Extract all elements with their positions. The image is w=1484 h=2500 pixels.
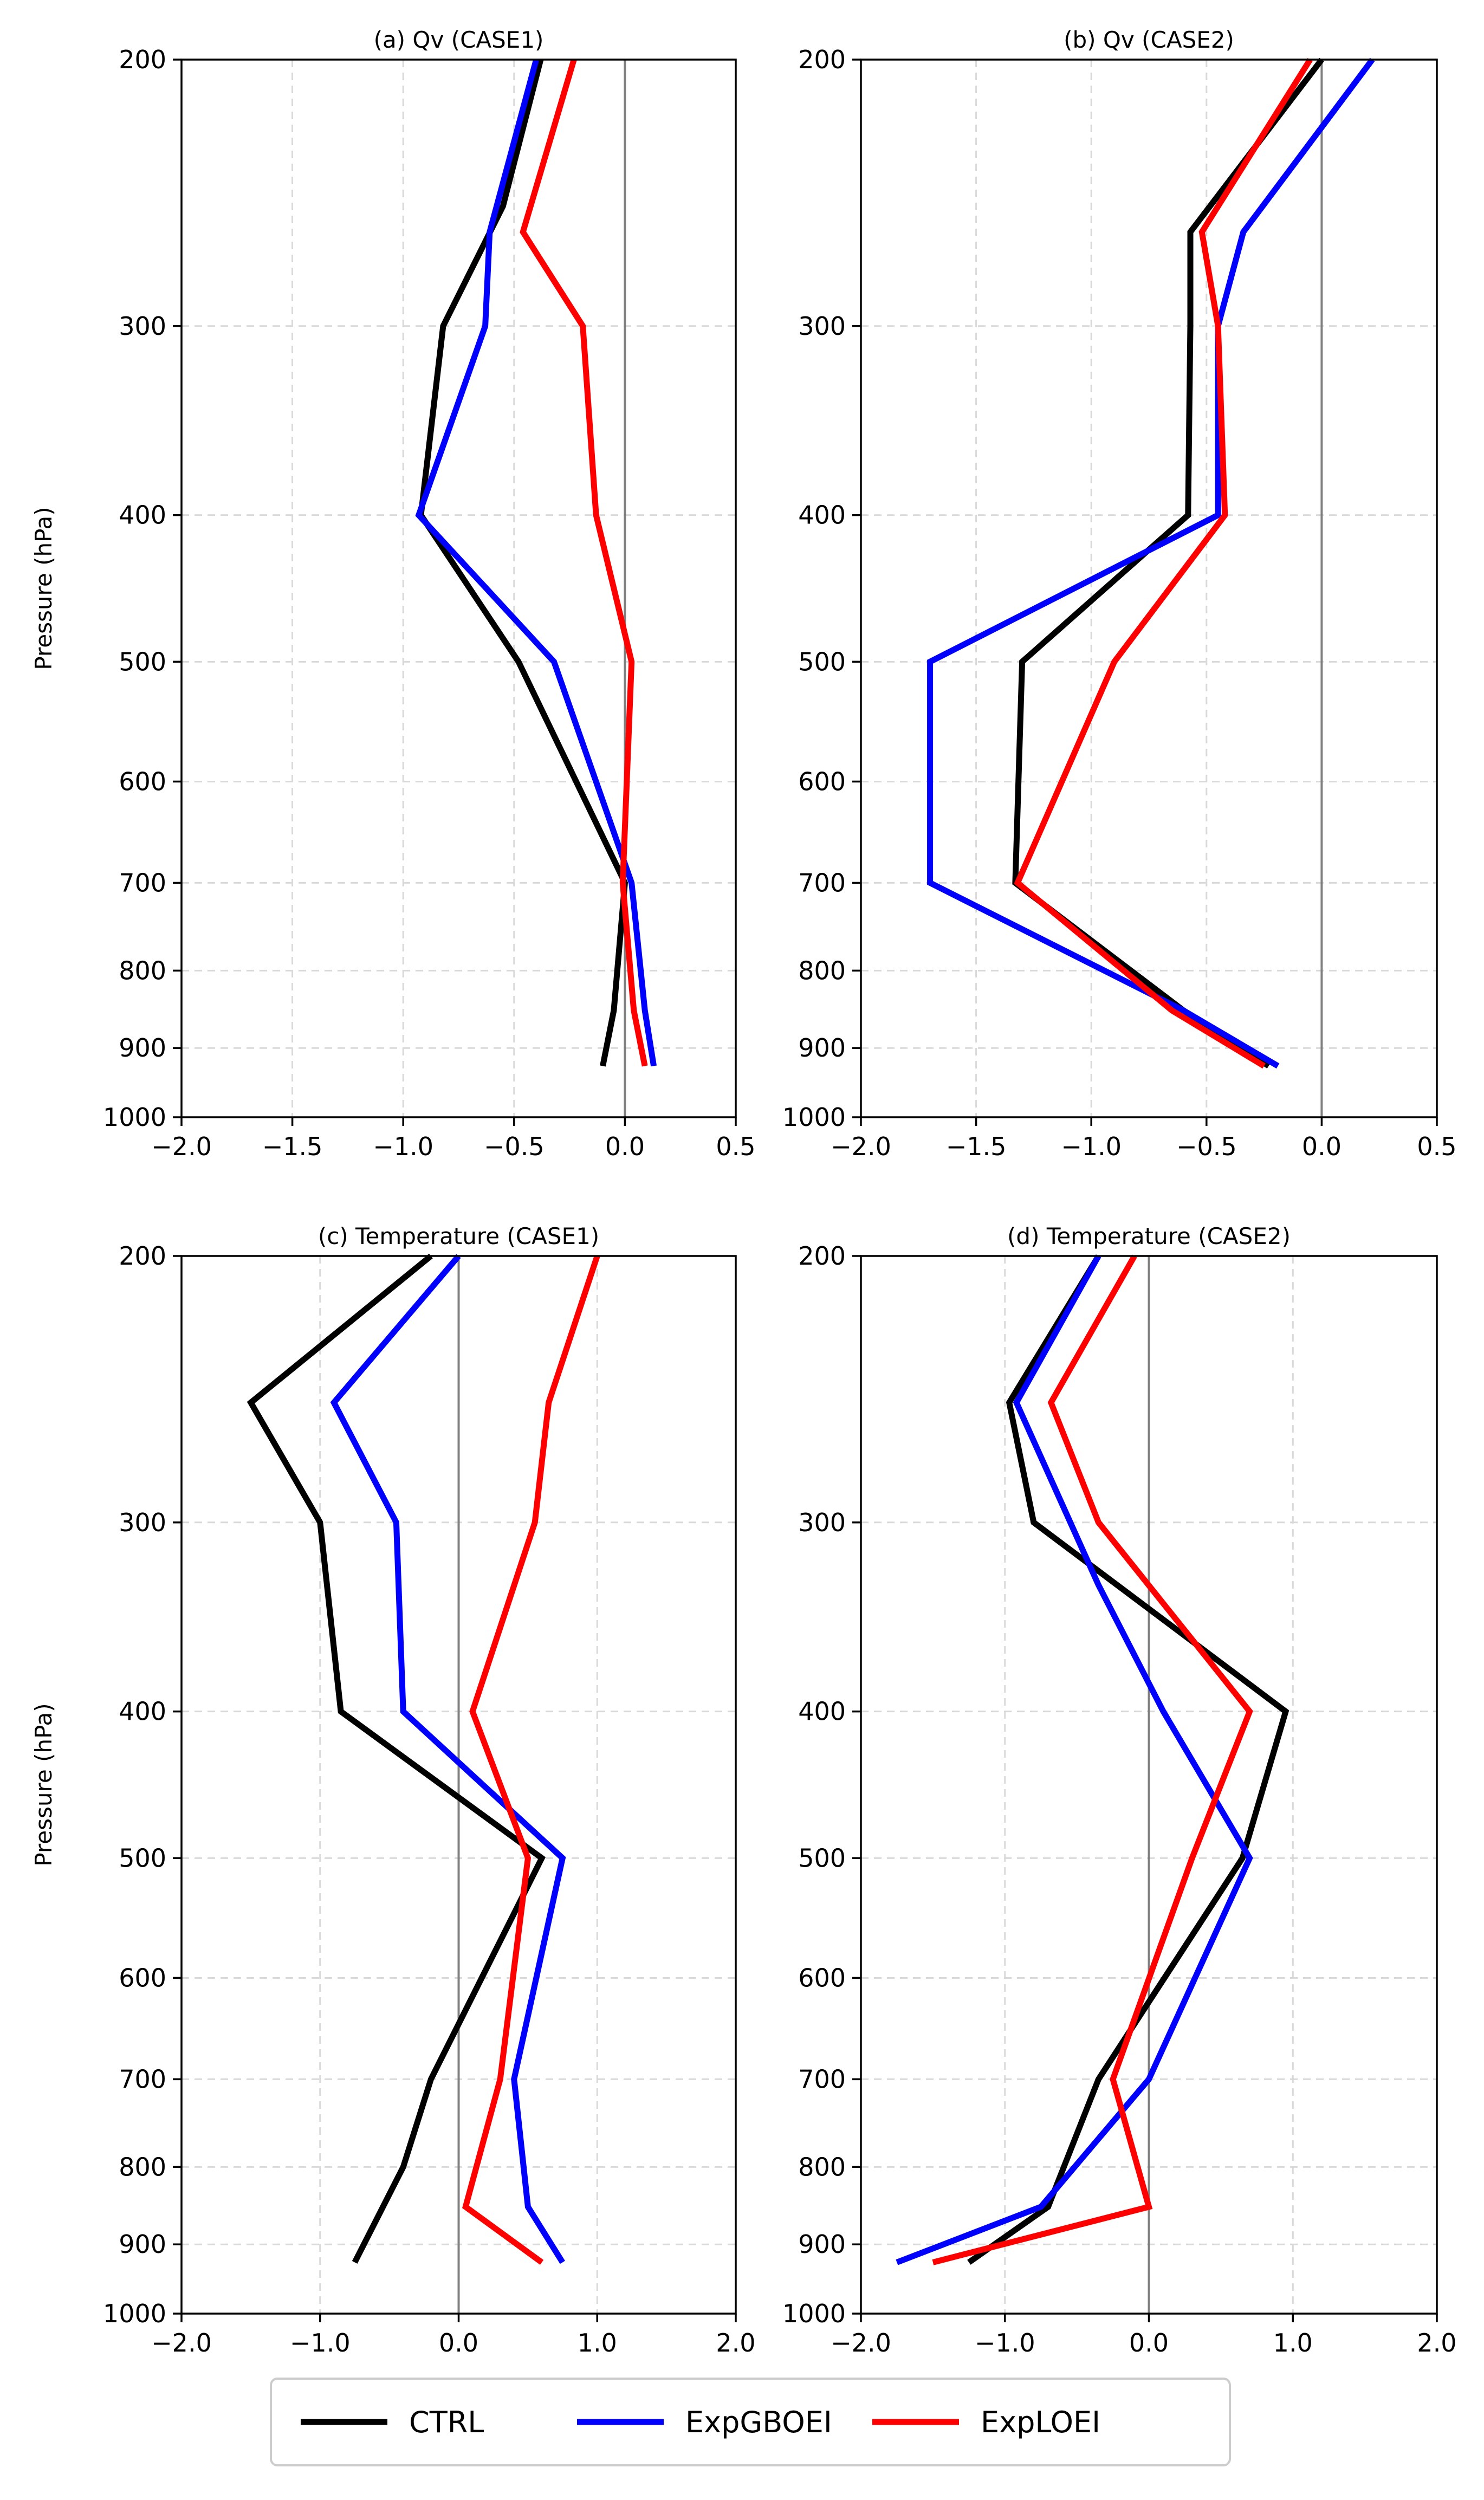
x-tick-label: 0.5 [1417, 1132, 1456, 1161]
y-axis-label: Pressure (hPa) [30, 1703, 57, 1866]
y-tick-label: 200 [119, 1241, 166, 1271]
y-tick-label: 800 [798, 2152, 846, 2181]
series-line-expgboei [927, 57, 1375, 1069]
series-line-expgboei [415, 59, 657, 1067]
x-tick-label: 0.0 [1129, 2328, 1169, 2357]
series-line-exploei [520, 59, 648, 1067]
y-tick-label: 900 [798, 1033, 846, 1063]
y-tick-label: 1000 [103, 1103, 166, 1132]
y-tick-label: 600 [119, 1963, 166, 1992]
x-tick-label: −1.0 [373, 1132, 433, 1161]
y-tick-label: 700 [119, 2064, 166, 2094]
y-tick-label: 300 [798, 312, 846, 341]
panel-3: −2.0 −1.0 0.0 1.0 2.0 200 300 400 500 600 700 800 90… [782, 1223, 1457, 2357]
y-tick-label: 500 [119, 647, 166, 676]
x-tick-label: −1.0 [290, 2328, 351, 2357]
legend-label-ctrl: CTRL [409, 2405, 484, 2439]
x-tick-label: −1.5 [262, 1132, 323, 1161]
panel-2: −2.0 −1.0 0.0 1.0 2.0 200 300 400 500 600 700 800 90… [30, 1223, 756, 2357]
legend-label-exploei: ExpLOEI [981, 2405, 1100, 2439]
x-tick-label: −0.5 [1176, 1132, 1237, 1161]
x-tick-label: 2.0 [1417, 2328, 1456, 2357]
x-tick-label: −1.0 [975, 2328, 1035, 2357]
y-tick-label: 200 [798, 1241, 846, 1271]
x-tick-label: −2.0 [151, 2328, 212, 2357]
legend-frame [270, 2378, 1231, 2466]
y-tick-label: 400 [119, 501, 166, 530]
x-tick-label: 0.0 [439, 2328, 478, 2357]
panel-0: −2.0 −1.5 −1.0 −0.5 0.0 0.5 200 300 400 500 600 700… [30, 27, 756, 1161]
series-line-exploei [462, 1255, 600, 2265]
y-tick-label: 300 [119, 1508, 166, 1537]
y-tick-label: 1000 [103, 2299, 166, 2328]
y-tick-label: 800 [119, 956, 166, 985]
x-tick-label: −2.0 [151, 1132, 212, 1161]
x-tick-label: 0.5 [716, 1132, 755, 1161]
x-tick-label: 1.0 [1273, 2328, 1313, 2357]
panel-1: −2.0 −1.5 −1.0 −0.5 0.0 0.5 200 300 400 500 600 700… [782, 27, 1457, 1161]
y-tick-label: 300 [798, 1508, 846, 1537]
series-line-expgboei [330, 1254, 566, 2264]
y-tick-label: 500 [119, 1843, 166, 1873]
y-tick-label: 400 [798, 1697, 846, 1726]
y-tick-label: 300 [119, 312, 166, 341]
series-line-ctrl [247, 1253, 546, 2264]
panel-title: (b) Qv (CASE2) [1064, 27, 1234, 53]
y-tick-label: 400 [798, 501, 846, 530]
panel-title: (c) Temperature (CASE1) [318, 1223, 599, 1249]
y-tick-label: 700 [798, 868, 846, 897]
y-tick-label: 800 [119, 2152, 166, 2181]
y-tick-label: 600 [119, 767, 166, 796]
x-tick-label: −2.0 [831, 2328, 891, 2357]
y-tick-label: 900 [119, 2230, 166, 2259]
series-line-exploei [932, 1254, 1253, 2265]
series-line-ctrl [1012, 57, 1324, 1069]
y-tick-label: 400 [119, 1697, 166, 1726]
x-tick-label: 2.0 [716, 2328, 755, 2357]
y-tick-label: 500 [798, 647, 846, 676]
y-tick-label: 200 [798, 45, 846, 74]
y-tick-label: 800 [798, 956, 846, 985]
y-tick-label: 700 [119, 868, 166, 897]
y-tick-label: 600 [798, 1963, 846, 1992]
panel-title: (a) Qv (CASE1) [374, 27, 544, 53]
series-line-ctrl [418, 59, 628, 1067]
x-tick-label: −2.0 [831, 1132, 891, 1161]
y-tick-label: 500 [798, 1843, 846, 1873]
y-tick-label: 600 [798, 767, 846, 796]
axes-frame [180, 59, 737, 1118]
y-tick-label: 1000 [782, 1103, 846, 1132]
series-line-exploei [1014, 58, 1313, 1069]
series-line-expgboei [896, 1254, 1253, 2265]
y-tick-label: 1000 [782, 2299, 846, 2328]
y-tick-label: 700 [798, 2064, 846, 2094]
x-tick-label: 0.0 [605, 1132, 645, 1161]
x-tick-label: −1.5 [946, 1132, 1007, 1161]
y-tick-label: 200 [119, 45, 166, 74]
x-tick-label: −1.0 [1061, 1132, 1122, 1161]
y-tick-label: 900 [119, 1033, 166, 1063]
legend-label-expgboei: ExpGBOEI [685, 2405, 832, 2439]
x-tick-label: −0.5 [484, 1132, 545, 1161]
axes-frame [860, 59, 1438, 1118]
x-tick-label: 1.0 [578, 2328, 617, 2357]
panel-title: (d) Temperature (CASE2) [1007, 1223, 1291, 1249]
y-axis-label: Pressure (hPa) [30, 507, 57, 670]
y-tick-label: 900 [798, 2230, 846, 2259]
x-tick-label: 0.0 [1302, 1132, 1342, 1161]
legend: CTRL ExpGBOEI ExpLOEI [270, 2378, 1231, 2466]
